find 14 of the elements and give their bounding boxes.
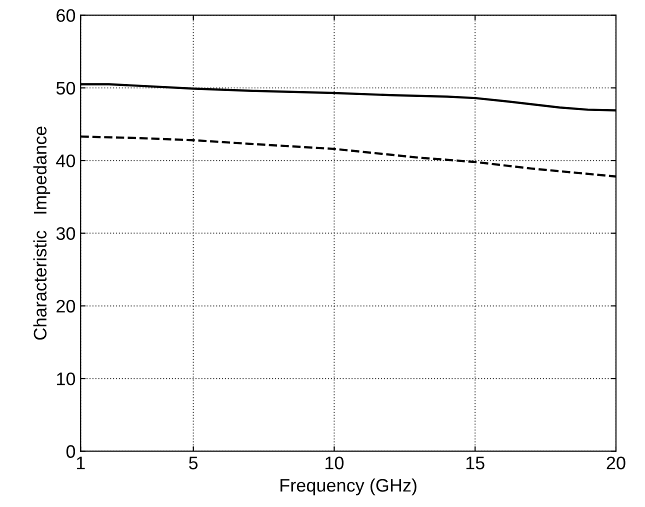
x-tick-label: 10 <box>326 456 344 470</box>
y-tick-label: 30 <box>56 227 76 240</box>
y-tick-label: 0 <box>66 445 76 458</box>
x-tick-label: 5 <box>189 456 198 470</box>
y-tick-label: 20 <box>56 300 76 313</box>
x-tick-label: 15 <box>466 456 484 470</box>
x-axis-title: Frequency (GHz) <box>280 478 416 496</box>
x-tick-label: 20 <box>606 456 626 470</box>
x-tick-label: 1 <box>76 456 85 470</box>
y-tick-label: 40 <box>56 154 76 168</box>
y-axis-title: Characteristic Impedance <box>33 126 50 340</box>
y-tick-label: 50 <box>56 82 76 95</box>
y-tick-label: 10 <box>57 372 76 386</box>
y-tick-label: 60 <box>56 9 76 22</box>
